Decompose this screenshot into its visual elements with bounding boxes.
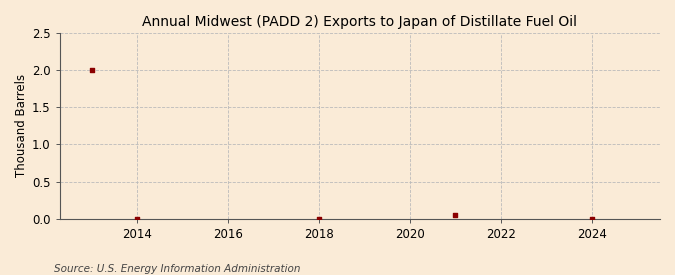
Text: Source: U.S. Energy Information Administration: Source: U.S. Energy Information Administ…: [54, 264, 300, 274]
Y-axis label: Thousand Barrels: Thousand Barrels: [15, 74, 28, 177]
Point: [450, 213, 461, 217]
Point: [86, 68, 97, 72]
Point: [587, 216, 597, 221]
Point: [314, 216, 325, 221]
Title: Annual Midwest (PADD 2) Exports to Japan of Distillate Fuel Oil: Annual Midwest (PADD 2) Exports to Japan…: [142, 15, 577, 29]
Point: [132, 216, 142, 221]
